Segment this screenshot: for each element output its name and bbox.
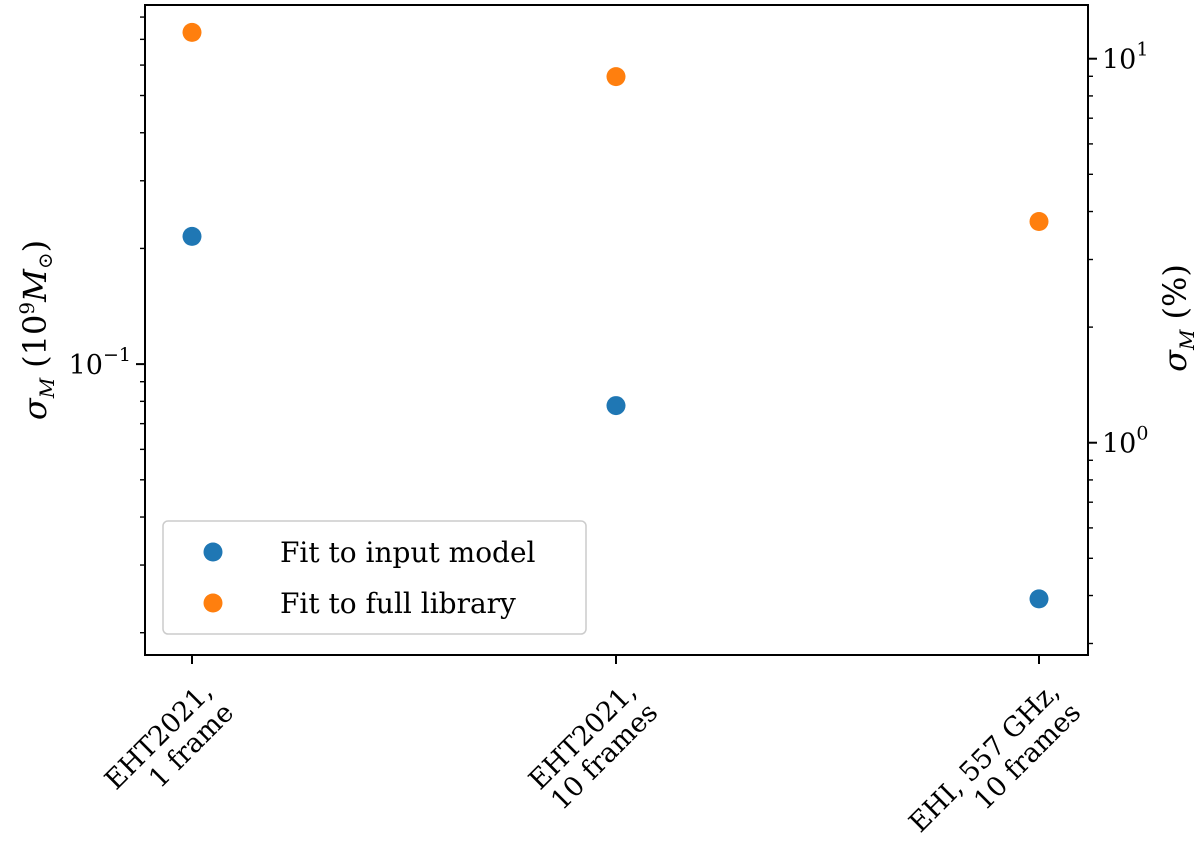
- left-tick-label: 10−1: [69, 344, 131, 381]
- x-tick-label: EHT2021,1 frame: [99, 676, 240, 817]
- left-minor-ticks: [140, 16, 145, 634]
- data-point-series-0: [1029, 589, 1049, 609]
- right-major-ticks: 100 101: [1088, 39, 1148, 460]
- right-tick-label: 100: [1102, 423, 1148, 460]
- x-tick-label: EHI, 557 GHz,10 frames: [903, 676, 1087, 860]
- x-ticks: EHT2021,1 frame EHT2021,10 frames EHI, 557…: [99, 655, 1087, 860]
- data-point-series-1: [1029, 212, 1049, 232]
- data-points: [182, 22, 1049, 609]
- right-minor-ticks: [1088, 75, 1093, 645]
- legend: Fit to input model Fit to full library: [162, 520, 587, 635]
- y-axis-right-label: σM(%): [1156, 264, 1199, 372]
- data-point-series-1: [606, 67, 626, 87]
- data-point-series-0: [606, 396, 626, 416]
- legend-marker-fit-to-input-model: [203, 542, 223, 562]
- right-tick-label: 101: [1102, 39, 1148, 76]
- y-axis-left-label: σM(109M⊙): [15, 240, 59, 420]
- legend-marker-fit-to-full-library: [203, 593, 223, 613]
- legend-label-fit-to-input-model: Fit to input model: [280, 536, 536, 569]
- left-major-ticks: 10−1: [69, 344, 145, 381]
- legend-box: [162, 520, 587, 635]
- legend-label-fit-to-full-library: Fit to full library: [280, 587, 516, 620]
- data-point-series-0: [182, 226, 202, 246]
- data-point-series-1: [182, 22, 202, 42]
- x-tick-label: EHT2021,10 frames: [523, 676, 664, 817]
